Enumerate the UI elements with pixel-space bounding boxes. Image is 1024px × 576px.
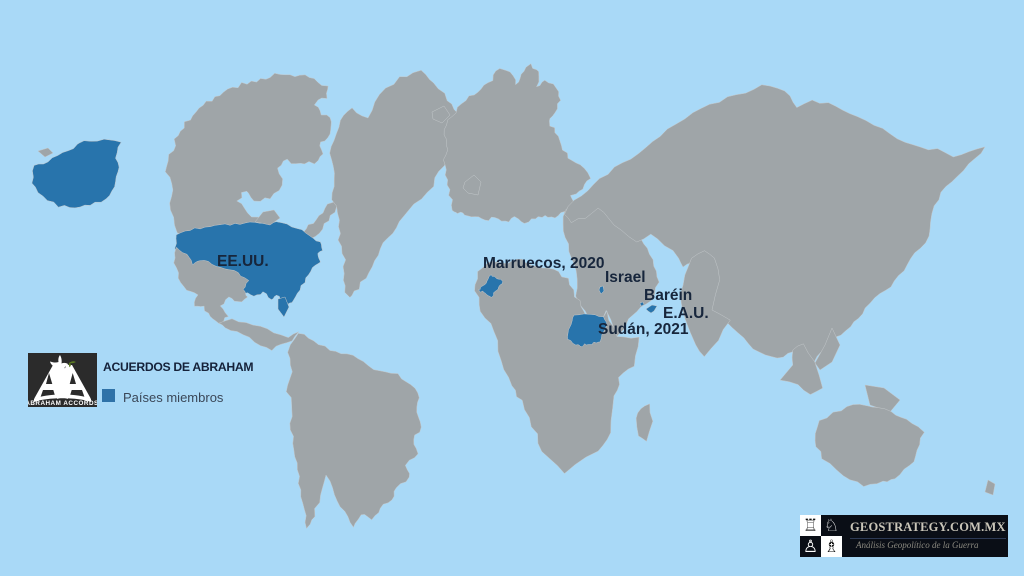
svg-text:ABRAHAM ACCORDS: ABRAHAM ACCORDS [28, 400, 97, 407]
